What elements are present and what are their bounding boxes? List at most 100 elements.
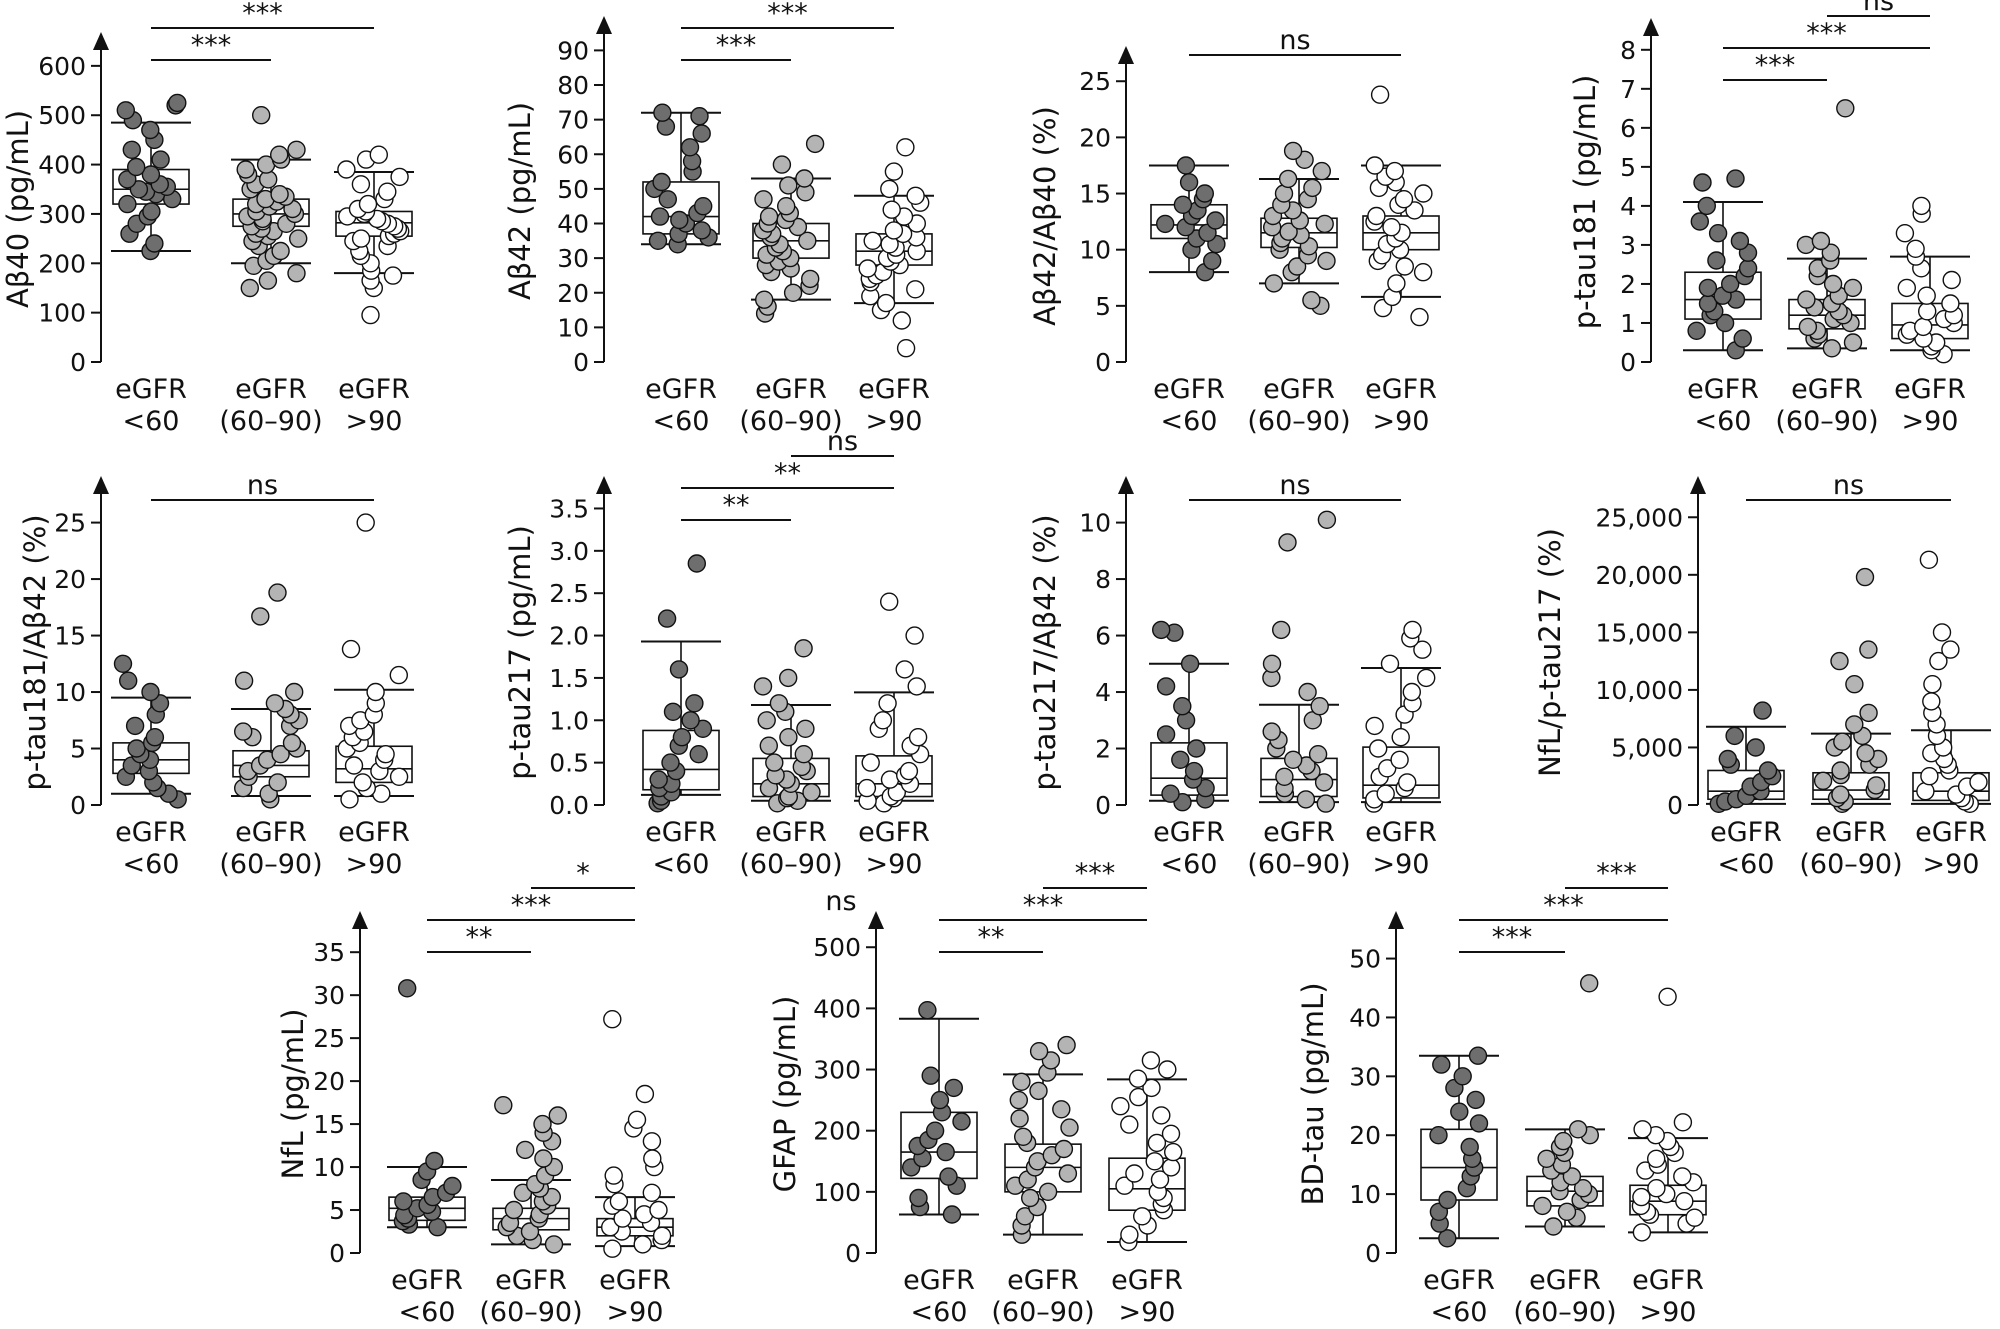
data-point (759, 736, 778, 755)
x-category-label: >90 (1373, 849, 1430, 880)
data-point (1128, 1069, 1148, 1088)
group-1 (641, 554, 721, 813)
x-category-label: >90 (346, 849, 403, 880)
x-category-label: eGFR (338, 374, 410, 405)
data-point (1129, 1087, 1148, 1107)
y-tick-label: 0 (1095, 348, 1111, 377)
data-point (1469, 1114, 1489, 1133)
data-point (1941, 294, 1960, 313)
data-point (1557, 1202, 1577, 1222)
data-point (358, 194, 378, 214)
y-axis-label: Aβ42 (pg/mL) (503, 102, 537, 300)
data-point (534, 1149, 553, 1168)
data-point (892, 311, 911, 330)
x-category-label: eGFR (495, 1265, 567, 1296)
data-point (604, 1166, 623, 1185)
data-point (1038, 1182, 1058, 1202)
y-tick-label: 500 (38, 101, 86, 130)
data-point (1283, 141, 1303, 161)
x-category-label: <60 (123, 406, 180, 437)
data-point (494, 1095, 513, 1115)
data-point (1410, 307, 1429, 327)
data-point (1533, 1196, 1552, 1216)
data-point (1632, 1223, 1652, 1242)
y-tick-label: 10 (1079, 509, 1111, 538)
data-point (1416, 668, 1436, 688)
data-point (802, 783, 821, 802)
x-category-label: (60–90) (479, 1297, 582, 1328)
y-tick-label: 4 (1620, 192, 1636, 221)
data-point (1730, 231, 1750, 251)
y-tick-label: 40 (1349, 1003, 1381, 1032)
data-point (1718, 749, 1738, 769)
y-axis-arrow (352, 911, 368, 929)
y-tick-label: 20 (313, 1067, 345, 1096)
iqr-box (1420, 1128, 1498, 1201)
data-point (1413, 640, 1432, 659)
y-tick-label: 0 (573, 348, 589, 377)
panel-8: 0 5,000 10,000 15,000 20,000 25,000 NfL/p-tau2… (1533, 470, 1991, 880)
data-point (1859, 703, 1878, 723)
data-point (876, 293, 896, 313)
data-point (1822, 339, 1842, 358)
data-point (1830, 651, 1849, 671)
data-point (663, 702, 683, 721)
y-axis-arrow (1643, 18, 1659, 36)
group-2 (1525, 974, 1605, 1236)
x-category-label: eGFR (1365, 374, 1437, 405)
data-point (504, 1200, 524, 1220)
data-point (1196, 778, 1215, 798)
y-axis-arrow (1690, 476, 1706, 494)
data-point (1179, 173, 1199, 192)
data-point (861, 753, 880, 772)
data-point (1922, 692, 1941, 711)
data-point (1715, 313, 1735, 333)
y-tick-label: 70 (557, 106, 589, 135)
data-point (1687, 321, 1706, 340)
data-point (1173, 697, 1192, 716)
y-tick-label: 6 (1620, 114, 1636, 143)
data-point (1010, 1109, 1029, 1128)
data-point (1432, 1055, 1451, 1074)
y-tick-label: 10 (313, 1153, 345, 1182)
data-point (1833, 732, 1852, 751)
group-1 (111, 93, 191, 261)
data-point (1647, 1178, 1666, 1198)
significance-label: *** (511, 890, 552, 921)
data-point (389, 767, 409, 786)
x-category-label: >90 (1902, 406, 1959, 437)
data-point (398, 979, 417, 998)
data-point (428, 1217, 447, 1237)
data-point (1697, 196, 1717, 216)
data-point (779, 728, 798, 747)
significance-label: ** (466, 922, 493, 953)
y-tick-label: 1.0 (549, 706, 589, 735)
data-point (1720, 274, 1740, 294)
data-point (918, 1001, 937, 1020)
data-point (1897, 278, 1917, 298)
data-point (779, 668, 798, 688)
x-category-label: eGFR (645, 374, 717, 405)
data-point (1438, 1190, 1457, 1210)
y-axis-arrow (596, 16, 612, 34)
data-point (145, 234, 164, 253)
x-category-label: eGFR (1153, 374, 1225, 405)
x-category-label: eGFR (1529, 1265, 1601, 1296)
data-point (268, 583, 287, 602)
data-point (341, 639, 361, 659)
significance-label: ns (1279, 25, 1310, 56)
data-point (863, 231, 882, 251)
data-point (1390, 750, 1409, 769)
group-3 (334, 145, 414, 325)
y-tick-label: 2.0 (549, 622, 589, 651)
data-point (366, 682, 385, 702)
significance-label: *** (242, 0, 283, 29)
y-tick-label: 35 (313, 938, 345, 967)
data-point (1310, 697, 1329, 716)
x-category-label: (60–90) (739, 406, 842, 437)
x-category-label: <60 (653, 406, 710, 437)
data-point (141, 682, 160, 702)
y-axis-arrow (868, 911, 884, 929)
data-point (443, 1176, 462, 1196)
